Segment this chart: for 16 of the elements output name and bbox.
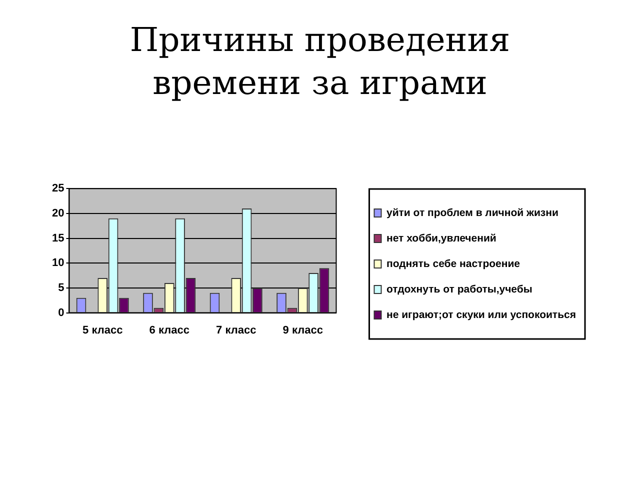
legend-label: отдохнуть от работы,учебы xyxy=(386,283,532,296)
legend-label: поднять себе настроение xyxy=(386,258,520,270)
x-tick-label: 5 класс xyxy=(82,324,123,336)
legend-label: нет хобби,увлечений xyxy=(386,232,496,244)
y-tick-label: 0 xyxy=(58,306,64,319)
y-tick-label: 5 xyxy=(58,282,64,294)
chart-title: Причины проведения времени за играми xyxy=(128,19,512,104)
legend-label: уйти от проблем в личной жизни xyxy=(386,206,558,219)
x-tick-label: 7 класс xyxy=(216,324,256,336)
legend-label: не играют;от скуки или успокоиться xyxy=(386,308,576,321)
y-tick-label: 25 xyxy=(52,182,64,195)
y-tick-label: 15 xyxy=(52,232,64,244)
x-tick-label: 6 класс xyxy=(149,324,190,336)
y-tick-label: 20 xyxy=(52,207,64,220)
x-tick-label: 9 класс xyxy=(282,324,323,336)
y-tick-label: 10 xyxy=(52,257,64,270)
